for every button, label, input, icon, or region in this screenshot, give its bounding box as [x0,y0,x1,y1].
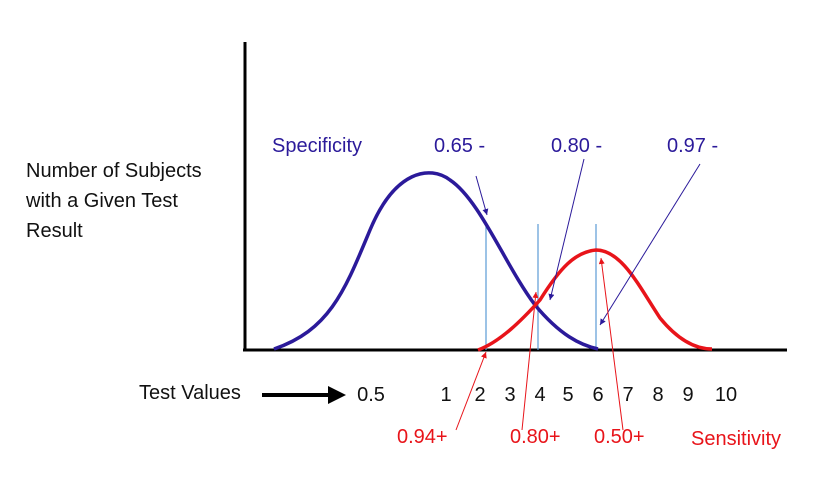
tick-label: 8 [652,384,663,406]
specificity-arrow-1 [475,175,489,216]
tick-label: 1 [440,384,451,406]
x-axis-pointer-arrowhead [328,386,346,404]
sensitivity-value-0-50: 0.50+ [594,426,645,448]
tick-label: 5 [562,384,573,406]
tick-label: 0.5 [357,384,385,406]
tick-label: 7 [622,384,633,406]
specificity-arrow-2 [548,158,585,301]
specificity-value-0-80: 0.80 - [551,135,602,157]
specificity-arrow-3 [599,163,701,326]
sensitivity-value-0-94: 0.94+ [397,426,448,448]
specificity-label: Specificity [272,135,362,157]
sensitivity-arrow-2 [521,291,539,431]
sensitivity-arrow-1 [455,351,487,431]
y-axis-label-line-3: Result [26,220,83,242]
y-axis-label-line-1: Number of Subjects [26,160,202,182]
sensitivity-arrow-3 [598,257,624,431]
sensitivity-label: Sensitivity [691,428,781,450]
tick-labels: 0.5 1 2 3 4 5 6 7 8 9 10 [357,384,737,406]
tick-label: 4 [534,384,545,406]
tick-label: 6 [592,384,603,406]
specificity-value-0-97: 0.97 - [667,135,718,157]
sensitivity-value-0-80: 0.80+ [510,426,561,448]
specificity-value-0-65: 0.65 - [434,135,485,157]
tick-label: 10 [715,384,737,406]
tick-label: 9 [682,384,693,406]
x-axis-label: Test Values [139,382,241,404]
specificity-curve [273,171,599,351]
sensitivity-curve [477,248,713,352]
y-axis-label-line-2: with a Given Test [25,190,178,212]
tick-label: 3 [504,384,515,406]
tick-label: 2 [474,384,485,406]
